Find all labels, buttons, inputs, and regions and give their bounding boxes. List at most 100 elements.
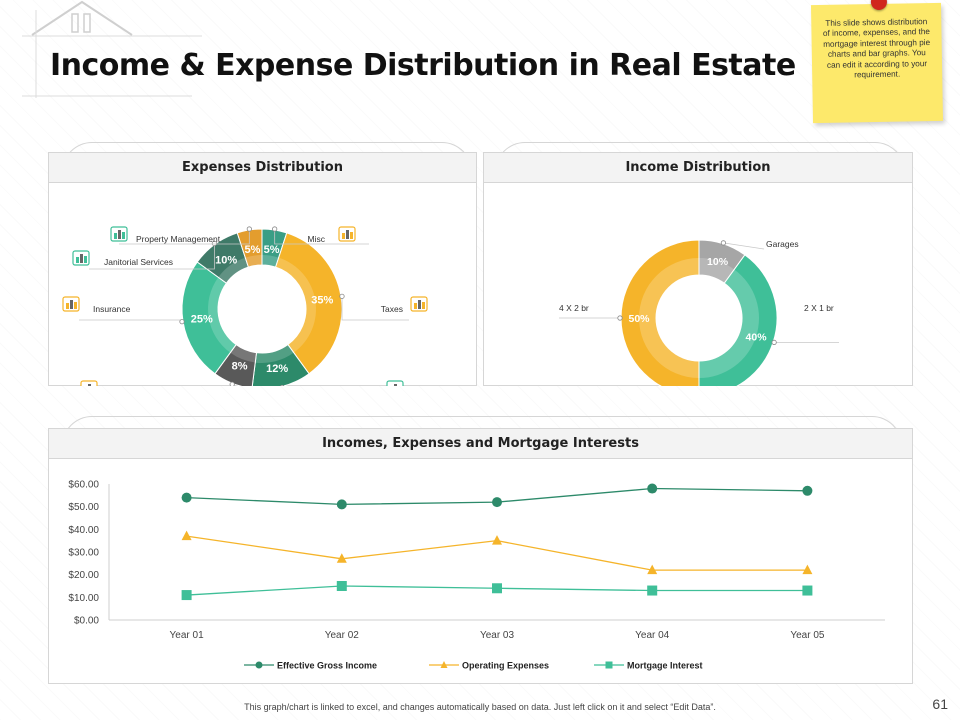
money-bag-icon <box>410 296 428 312</box>
expense-slice-inner-ring <box>255 344 294 363</box>
expense-leader-line <box>101 384 233 405</box>
income-expenses-line-chart[interactable]: $0.00 $10.00 $20.00 $30.00 $40.00 $50.00 $60.0… <box>49 459 914 684</box>
expense-leader-line <box>89 243 215 270</box>
expense-slice-inner-ring <box>245 255 262 268</box>
expense-value-label: 12% <box>266 363 288 375</box>
page-number: 61 <box>932 696 948 712</box>
expense-leader-dot <box>211 240 217 247</box>
income-value-label: 40% <box>746 332 768 344</box>
income-category-label-4-x-2-br: 4 X 2 br <box>559 303 589 313</box>
data-point-mortgage-interest[interactable] <box>181 590 192 601</box>
expense-slice-property-management[interactable] <box>236 228 263 268</box>
legend-label: Effective Gross Income <box>277 661 377 671</box>
y-tick-label: $60.00 <box>68 480 99 491</box>
expense-leader-dot <box>179 319 185 325</box>
sticky-note-text: This slide shows distribution of income,… <box>822 17 931 80</box>
y-tick-label: $50.00 <box>68 502 99 513</box>
expense-value-label: 25% <box>191 314 213 326</box>
expense-leader-dot <box>272 226 278 232</box>
expense-leader-dot <box>229 381 235 387</box>
income-leader-dot <box>617 315 623 321</box>
line-chart-panel: Incomes, Expenses and Mortgage Interests… <box>48 428 913 684</box>
cleaning-icon <box>72 250 90 266</box>
income-value-label: 10% <box>707 256 729 268</box>
income-slice-inner-ring <box>699 269 759 378</box>
data-point-operating-expenses[interactable] <box>181 530 192 541</box>
shield-icon <box>62 296 80 312</box>
x-tick-label: Year 02 <box>325 630 360 641</box>
income-leader-dot <box>771 339 777 346</box>
expense-leader-dot <box>279 384 285 391</box>
expense-slice-inner-ring <box>262 255 279 268</box>
y-tick-label: $30.00 <box>68 548 99 559</box>
legend-item-mortgage-interest[interactable]: Mortgage Interest <box>594 661 703 671</box>
sticky-note: This slide shows distribution of income,… <box>810 0 944 124</box>
expense-value-label: 5% <box>245 244 261 256</box>
expense-category-label-property-management: Property Management <box>136 234 221 244</box>
expense-category-label-taxes: Taxes <box>381 304 403 314</box>
gas-cylinder-icon <box>386 380 404 396</box>
income-leader-line <box>723 242 765 250</box>
expense-leader-line <box>79 319 183 322</box>
buildings-icon <box>110 226 128 242</box>
expenses-panel: Expenses Distribution 5% 35% 12% 8% 25% 10% 5%… <box>48 152 478 405</box>
expense-category-label-misc: Misc <box>308 234 326 244</box>
expense-value-label: 10% <box>215 255 237 267</box>
legend-label: Operating Expenses <box>462 661 549 671</box>
y-tick-label: $0.00 <box>74 616 99 627</box>
x-tick-label: Year 05 <box>790 630 825 641</box>
income-donut-chart[interactable]: 10% 40% 50% Garages 2 X 1 br 4 X 2 br <box>484 183 914 397</box>
income-slice-inner-ring <box>699 258 735 284</box>
expense-slice-inner-ring <box>207 277 237 353</box>
expenses-donut-chart[interactable]: 5%35%12%8%25%10%5%MiscTaxesNatural GasEl… <box>49 183 478 405</box>
data-point-mortgage-interest[interactable] <box>802 585 813 596</box>
expenses-panel-title: Expenses Distribution <box>49 153 476 183</box>
x-tick-label: Year 04 <box>635 630 670 641</box>
expense-leader-line <box>341 296 409 321</box>
data-point-effective-gross-income[interactable] <box>647 483 658 494</box>
data-point-operating-expenses[interactable] <box>802 564 813 575</box>
data-point-operating-expenses[interactable] <box>647 564 658 575</box>
income-slice-inner-ring <box>639 258 699 378</box>
income-panel-title: Income Distribution <box>484 153 912 183</box>
expense-leader-line <box>274 228 369 245</box>
y-tick-label: $10.00 <box>68 593 99 604</box>
income-value-label: 50% <box>628 313 650 325</box>
footer-note: This graph/chart is linked to excel, and… <box>244 702 716 712</box>
data-point-mortgage-interest[interactable] <box>647 585 658 596</box>
line-chart-title: Incomes, Expenses and Mortgage Interests <box>49 429 912 459</box>
page-title: Income & Expense Distribution in Real Es… <box>50 48 796 83</box>
legend-label: Mortgage Interest <box>627 661 703 671</box>
expense-slice-inner-ring <box>230 344 257 363</box>
expense-value-label: 35% <box>311 294 333 306</box>
data-point-effective-gross-income[interactable] <box>336 499 347 510</box>
data-point-operating-expenses[interactable] <box>336 553 347 563</box>
house-outline-icon <box>22 0 202 98</box>
data-point-operating-expenses[interactable] <box>492 535 502 545</box>
income-category-label-garages: Garages <box>766 239 799 249</box>
expense-value-label: 8% <box>232 361 248 373</box>
pushpin-icon <box>870 0 888 11</box>
house-icon <box>80 380 98 396</box>
expense-category-label-janitorial-services: Janitorial Services <box>104 257 173 267</box>
income-panel: Income Distribution 10% 40% 50% Garages 2 X … <box>483 152 914 397</box>
expense-value-label: 5% <box>264 244 280 256</box>
data-point-effective-gross-income[interactable] <box>181 492 192 503</box>
data-point-mortgage-interest[interactable] <box>492 583 502 594</box>
expense-leader-line <box>119 228 250 245</box>
income-leader-dot <box>720 240 727 246</box>
expense-slice-taxes[interactable] <box>274 232 343 375</box>
expense-leader-dot <box>339 293 345 299</box>
expense-slice-inner-ring <box>218 257 249 284</box>
y-tick-label: $20.00 <box>68 570 99 581</box>
y-tick-label: $40.00 <box>68 525 99 536</box>
legend-item-operating-expenses[interactable]: Operating Expenses <box>429 661 549 671</box>
income-slice-4-x-2-br[interactable] <box>620 239 700 397</box>
data-point-effective-gross-income[interactable] <box>492 497 502 508</box>
expense-leader-dot <box>246 226 252 232</box>
data-point-effective-gross-income[interactable] <box>802 485 813 496</box>
expense-slice-inner-ring <box>275 257 316 353</box>
legend-item-effective-gross-income[interactable]: Effective Gross Income <box>244 661 377 671</box>
data-point-mortgage-interest[interactable] <box>336 581 347 591</box>
expense-category-label-insurance: Insurance <box>93 304 131 314</box>
